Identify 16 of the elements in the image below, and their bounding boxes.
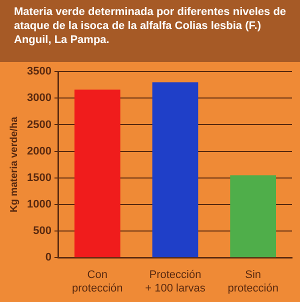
bar bbox=[230, 175, 276, 258]
y-axis-title: Kg materia verde/ha bbox=[8, 116, 20, 212]
y-tick-label: 1500 bbox=[26, 172, 52, 184]
y-tick-label: 3500 bbox=[26, 66, 52, 78]
bar bbox=[74, 90, 120, 258]
y-tick-label: 1000 bbox=[26, 198, 52, 210]
y-tick-label: 3000 bbox=[26, 92, 52, 104]
y-tick-label: 2000 bbox=[26, 145, 52, 158]
y-tick-label: 500 bbox=[33, 225, 52, 238]
y-tick-label: 0 bbox=[45, 252, 52, 264]
bar bbox=[152, 82, 198, 258]
x-tick-label: Con protección bbox=[72, 269, 123, 294]
y-tick-label: 2500 bbox=[26, 118, 52, 131]
chart-title: Materia verde determinada por diferentes niveles de ataque de la isoca de la alfalfa Colias lesbia (F.) Anguil, La Pampa. bbox=[0, 0, 300, 62]
x-tick-label: Sin protección bbox=[228, 269, 278, 294]
x-tick-label: Protección + 100 larvas bbox=[145, 269, 206, 294]
